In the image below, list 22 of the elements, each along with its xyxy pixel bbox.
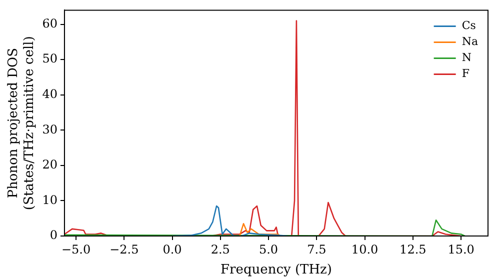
x-tick-label: 0.0 [162, 242, 182, 256]
x-tick-label: 15.0 [448, 242, 474, 256]
y-axis-title: Phonon projected DOS (States/THz·primitive cell) [6, 36, 37, 210]
y-tick-label: 30 [42, 122, 58, 136]
x-axis-title: Frequency (THz) [220, 262, 332, 278]
legend-label: Na [462, 35, 478, 48]
x-tick-label: −5.0 [61, 242, 91, 256]
y-tick-label: 50 [42, 52, 58, 66]
y-tick-label: 10 [42, 192, 58, 207]
legend-label: Cs [462, 19, 476, 32]
legend-label: F [462, 67, 470, 80]
x-tick-label: 12.5 [400, 242, 426, 256]
x-tick-label: 5.0 [258, 242, 278, 256]
y-tick-label: 40 [42, 87, 58, 101]
legend-label: N [462, 51, 472, 64]
x-tick-label: 2.5 [210, 242, 230, 256]
x-tick-label: −2.5 [110, 242, 139, 256]
x-tick-label: 10.0 [351, 242, 378, 256]
x-tick-label: 7.5 [307, 242, 326, 256]
y-tick-label: 20 [42, 158, 58, 172]
y-tick-label: 0 [50, 228, 58, 242]
y-tick-label: 60 [42, 16, 58, 30]
